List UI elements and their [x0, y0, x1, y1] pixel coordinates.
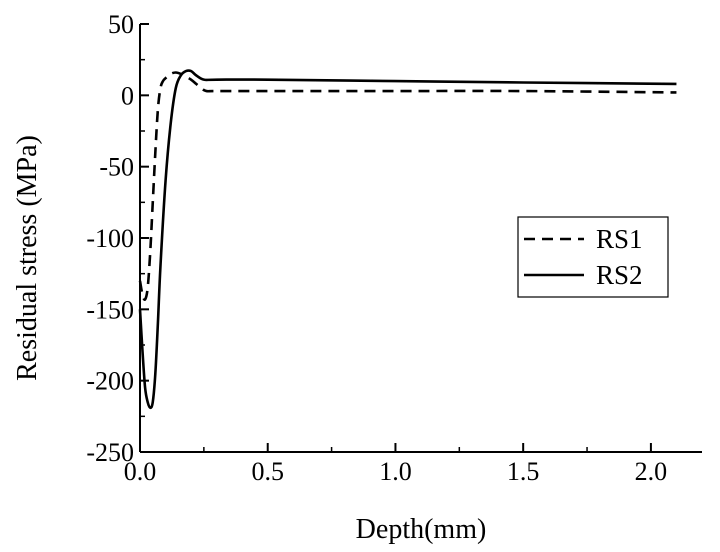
x-tick-label: 2.0	[635, 457, 668, 486]
y-tick-label: 50	[108, 10, 134, 39]
x-tick-label: 1.0	[379, 457, 412, 486]
x-axis-label: Depth(mm)	[356, 514, 487, 545]
legend-box	[517, 216, 669, 298]
y-tick-label: -100	[86, 224, 134, 253]
legend-label-rs2: RS2	[596, 260, 643, 290]
legend-label-rs1: RS1	[596, 224, 643, 254]
series-line-rs2	[138, 69, 677, 410]
y-tick-label: -200	[86, 367, 134, 396]
y-tick-label: 0	[121, 81, 134, 110]
x-tick-label: 1.5	[507, 457, 540, 486]
y-tick-label: -250	[86, 438, 134, 467]
y-axis-label: Residual stress (MPa)	[12, 135, 43, 381]
y-tick-label: -150	[86, 295, 134, 324]
x-tick-label: 0.5	[251, 457, 284, 486]
y-tick-label: -50	[99, 153, 134, 182]
series-line-rs1	[138, 71, 677, 301]
x-tick-label: 0.0	[124, 457, 157, 486]
ticks: 0.0 0.5 1.0 1.5 2.0 -250 -200 -150 -100 -50 0 50	[86, 10, 667, 486]
series-layer	[138, 69, 677, 410]
